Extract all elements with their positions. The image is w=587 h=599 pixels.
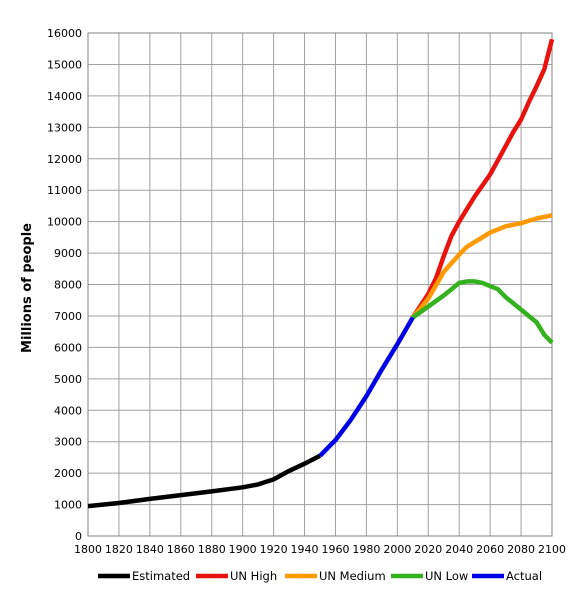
series-line-actual: [318, 316, 415, 458]
x-tick-label: 2040: [445, 543, 473, 556]
x-tick-label: 1840: [136, 543, 164, 556]
x-tick-label: 1980: [352, 543, 380, 556]
series-line-un-low: [411, 279, 554, 345]
y-tick-label: 0: [75, 530, 82, 543]
x-tick-label: 1860: [167, 543, 195, 556]
x-tick-label: 2080: [507, 543, 535, 556]
series-line-un-medium: [411, 213, 553, 319]
y-tick-label: 14000: [47, 90, 82, 103]
y-tick-label: 1000: [54, 499, 82, 512]
x-tick-label: 1940: [291, 543, 319, 556]
legend-label: UN High: [230, 569, 277, 583]
y-tick-label: 9000: [54, 247, 82, 260]
legend: Estimated UN High UN Medium UN Low Actual: [98, 569, 542, 583]
y-tick-label: 16000: [47, 27, 82, 40]
x-tick-label: 1920: [260, 543, 288, 556]
y-tick-label: 7000: [54, 310, 82, 323]
x-tick-label: 2000: [383, 543, 411, 556]
y-tick-label: 13000: [47, 121, 82, 134]
y-tick-label: 11000: [47, 184, 82, 197]
legend-label: Estimated: [132, 569, 190, 583]
legend-label: UN Medium: [319, 569, 386, 583]
tick-labels: 0 1000 2000 3000 4000 5000 6000 7000 8000 9000 100…: [47, 27, 566, 556]
x-tick-label: 1800: [74, 543, 102, 556]
plot-frame: [87, 32, 553, 537]
y-tick-label: 6000: [54, 341, 82, 354]
x-tick-label: 2060: [476, 543, 504, 556]
y-tick-label: 2000: [54, 467, 82, 480]
y-axis-label: Millions of people: [20, 223, 35, 353]
x-tick-label: 1960: [321, 543, 349, 556]
y-tick-label: 3000: [54, 436, 82, 449]
y-tick-label: 10000: [47, 216, 82, 229]
x-tick-label: 1820: [105, 543, 133, 556]
series-line-estimated: [87, 453, 322, 509]
y-tick-label: 12000: [47, 153, 82, 166]
x-tick-label: 1900: [229, 543, 257, 556]
series-line-un-high: [410, 38, 555, 319]
x-tick-label: 2100: [538, 543, 566, 556]
x-tick-label: 1880: [198, 543, 226, 556]
y-tick-label: 5000: [54, 373, 82, 386]
legend-label: UN Low: [425, 569, 468, 583]
y-tick-label: 4000: [54, 404, 82, 417]
legend-label: Actual: [506, 569, 542, 583]
y-tick-label: 8000: [54, 279, 82, 292]
series-lines: [87, 38, 555, 509]
y-tick-label: 15000: [47, 58, 82, 71]
x-tick-label: 2020: [414, 543, 442, 556]
